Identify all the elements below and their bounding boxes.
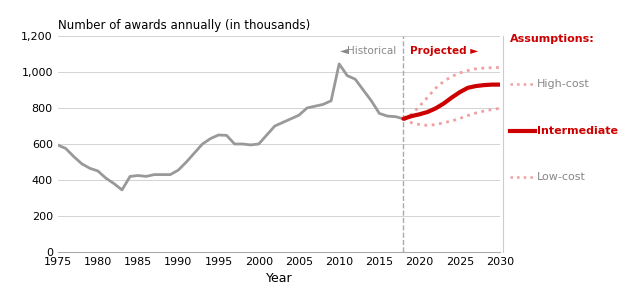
- Text: Assumptions:: Assumptions:: [510, 34, 594, 44]
- Text: Projected ►: Projected ►: [410, 46, 478, 56]
- Text: Intermediate: Intermediate: [537, 125, 618, 136]
- X-axis label: Year: Year: [265, 272, 292, 285]
- Text: ◄Historical: ◄Historical: [340, 46, 397, 56]
- Text: Low-cost: Low-cost: [537, 172, 586, 182]
- Text: Number of awards annually (in thousands): Number of awards annually (in thousands): [58, 19, 310, 32]
- Text: High-cost: High-cost: [537, 79, 590, 89]
